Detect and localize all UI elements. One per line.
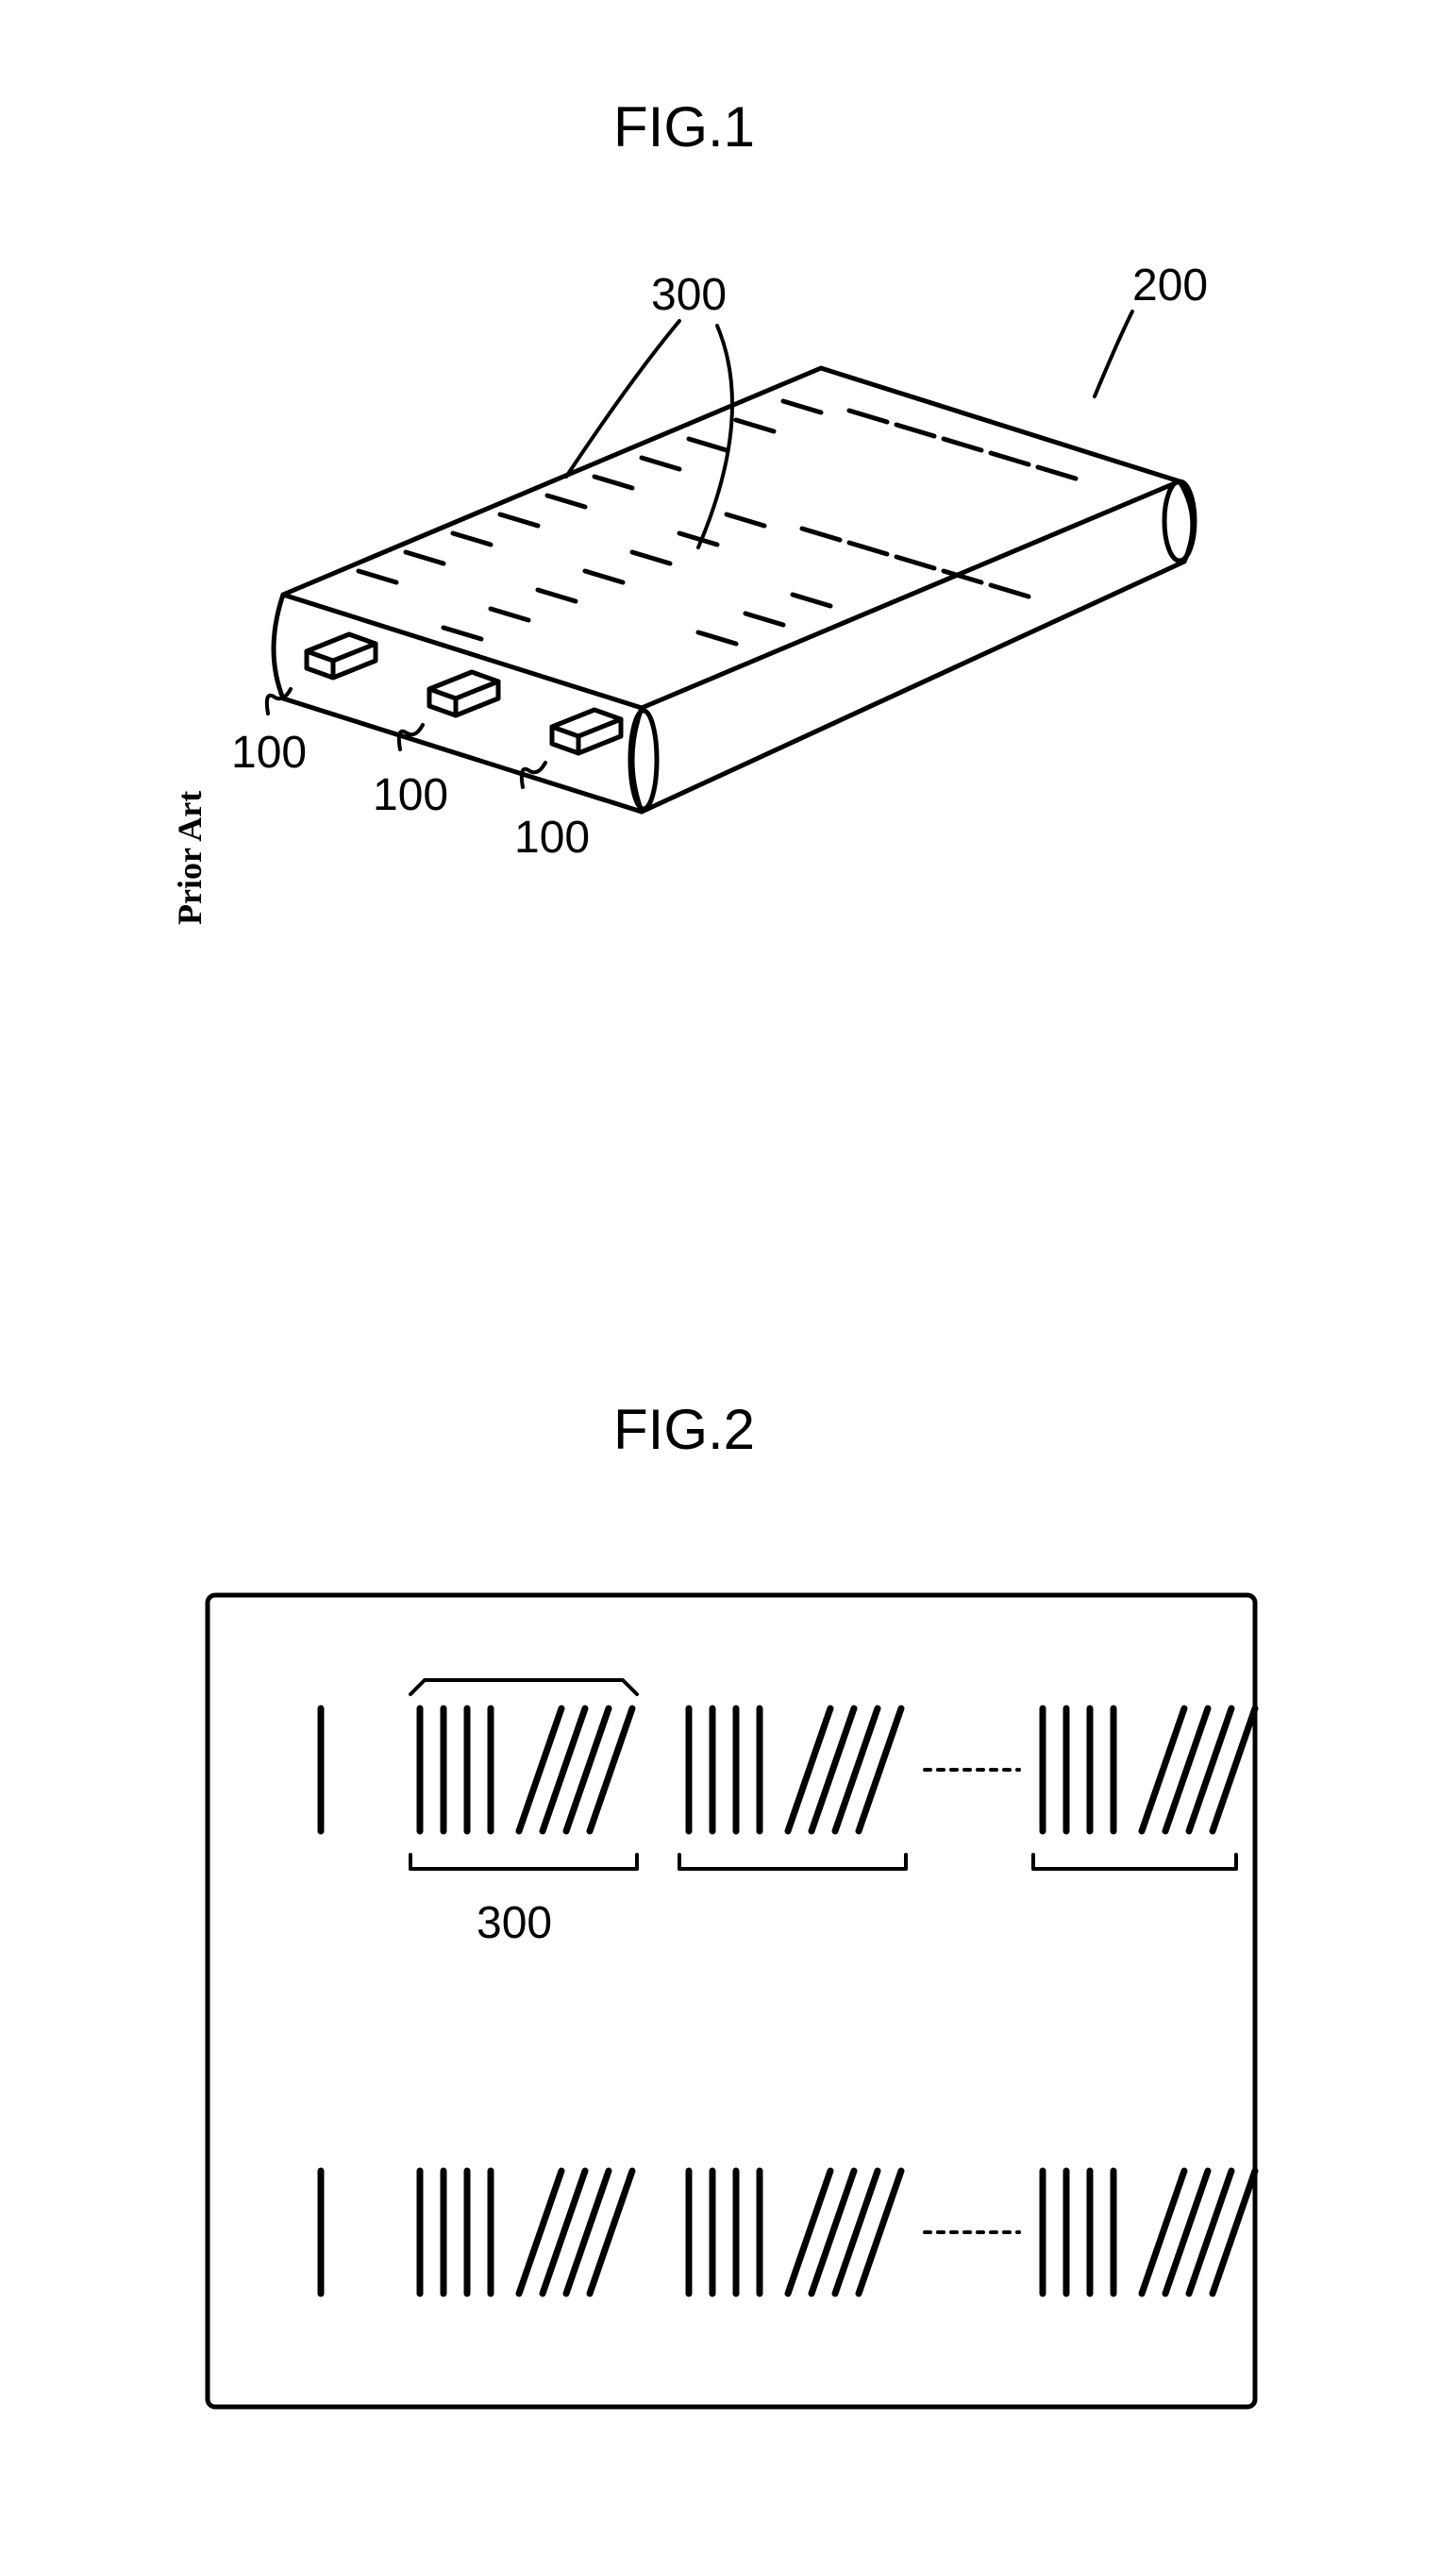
fig2-diagram bbox=[198, 1586, 1264, 2416]
fig1-label-100c: 100 bbox=[514, 812, 590, 864]
fig1-label-100a: 100 bbox=[231, 727, 307, 779]
fig2-title: FIG.2 bbox=[613, 1397, 755, 1462]
fig1-title: FIG.1 bbox=[613, 94, 755, 160]
fig2-label-300: 300 bbox=[477, 1897, 552, 1949]
page: FIG.1 Prior Art bbox=[0, 0, 1456, 2556]
fig1-label-200: 200 bbox=[1132, 260, 1208, 311]
fig1-label-100b: 100 bbox=[373, 769, 448, 821]
fig1-label-300: 300 bbox=[651, 269, 727, 321]
fig1-diagram bbox=[189, 245, 1274, 953]
